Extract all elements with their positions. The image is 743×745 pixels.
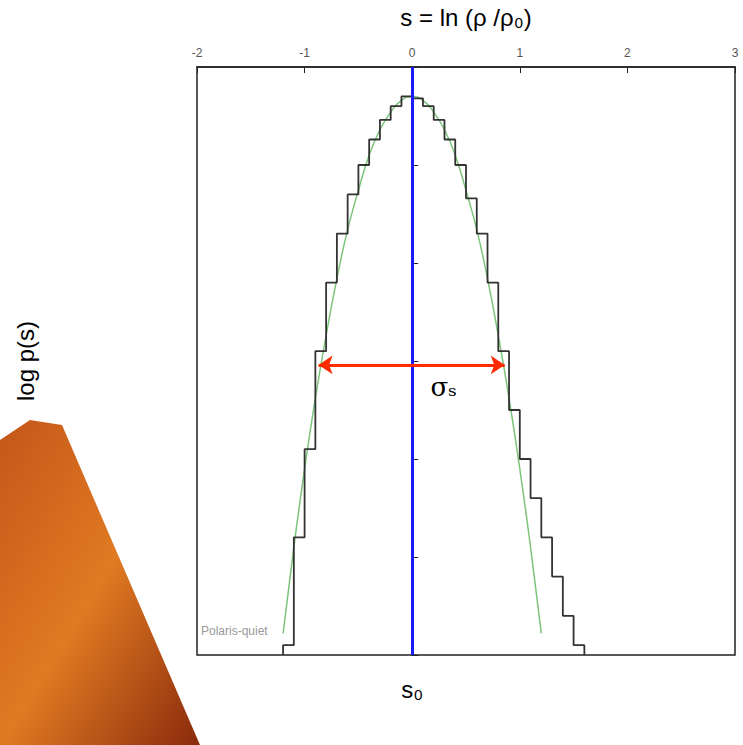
svg-text:Polaris-quiet: Polaris-quiet: [201, 624, 268, 638]
svg-text:s₀: s₀: [401, 676, 423, 703]
svg-text:0: 0: [409, 46, 416, 60]
svg-text:-2: -2: [192, 46, 203, 60]
svg-text:2: 2: [624, 46, 631, 60]
svg-text:σₛ: σₛ: [430, 372, 457, 402]
svg-text:-1: -1: [299, 46, 310, 60]
svg-text:log p(s): log p(s): [12, 321, 39, 401]
svg-text:3: 3: [732, 46, 739, 60]
svg-text:s = ln (ρ /ρ₀): s = ln (ρ /ρ₀): [400, 4, 531, 31]
svg-text:1: 1: [516, 46, 523, 60]
